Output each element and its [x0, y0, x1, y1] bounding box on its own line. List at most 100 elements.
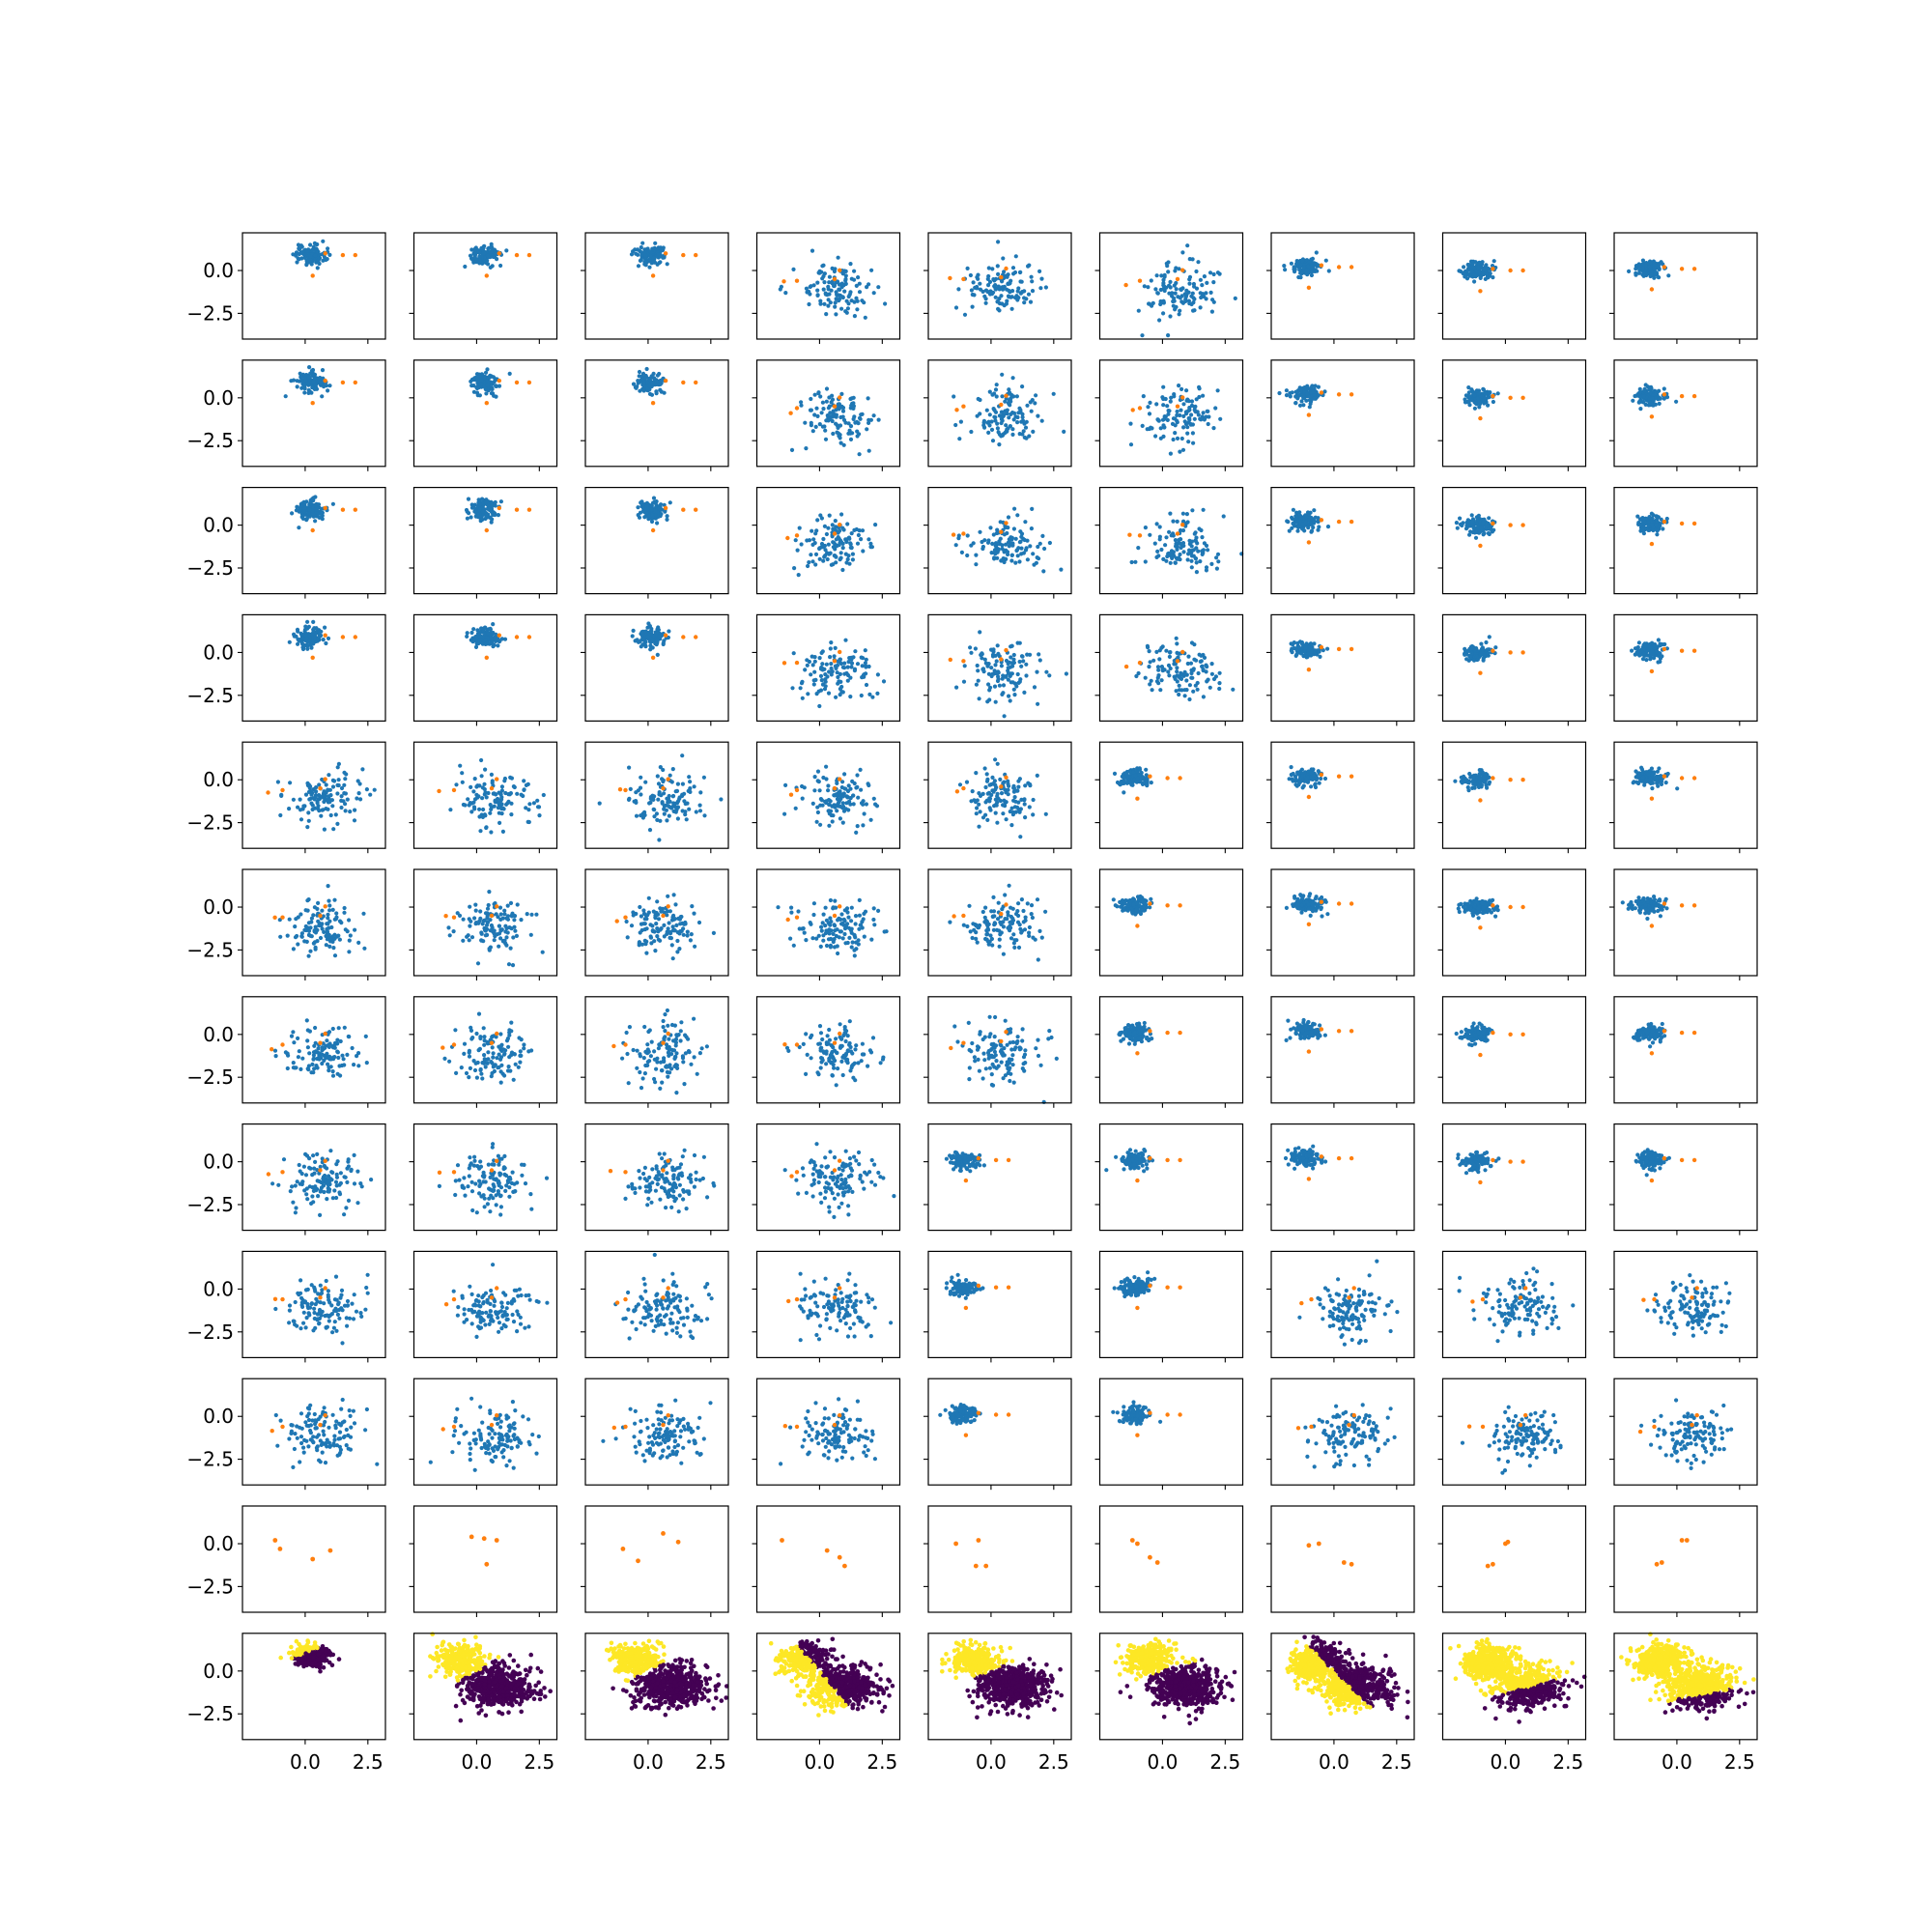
data-point: [800, 679, 805, 684]
data-point: [1024, 546, 1029, 551]
center-point: [340, 380, 346, 385]
data-point: [1164, 648, 1169, 653]
data-point: [1299, 639, 1304, 645]
data-point: [1484, 639, 1489, 645]
data-point: [469, 247, 474, 252]
center-point: [1004, 393, 1009, 398]
data-point: [627, 765, 632, 770]
data-point: [1010, 266, 1016, 270]
center-point: [999, 274, 1004, 280]
data-point: [319, 813, 324, 818]
data-point: [1206, 548, 1210, 553]
data-point: [842, 786, 847, 791]
data-point: [840, 567, 845, 573]
data-point: [986, 430, 991, 435]
data-point: [1164, 558, 1169, 563]
center-point: [1175, 659, 1180, 664]
data-point: [485, 512, 490, 518]
data-point: [830, 413, 836, 418]
data-point: [1151, 658, 1156, 663]
data-point: [311, 619, 316, 625]
data-point: [1006, 666, 1010, 670]
data-point: [810, 542, 815, 548]
data-point: [287, 639, 292, 644]
data-point: [1189, 294, 1194, 298]
data-point: [460, 771, 465, 776]
data-point: [524, 806, 528, 810]
data-point: [1187, 274, 1193, 279]
data-point: [1129, 559, 1134, 565]
data-point: [849, 403, 854, 408]
data-point: [1189, 558, 1194, 563]
data-point: [1200, 549, 1205, 554]
data-point: [1309, 522, 1314, 526]
data-point: [834, 695, 838, 699]
data-point: [830, 393, 835, 398]
data-point: [1214, 555, 1219, 560]
data-point: [315, 639, 320, 643]
data-point: [1312, 396, 1317, 401]
data-point: [498, 792, 503, 797]
data-point: [995, 264, 1000, 269]
data-point: [469, 630, 474, 636]
data-point: [1018, 529, 1023, 534]
data-point: [322, 789, 327, 794]
data-point: [316, 804, 321, 809]
center-point: [1175, 276, 1180, 282]
center-point: [526, 507, 532, 512]
data-point: [959, 550, 965, 555]
data-point: [826, 542, 831, 547]
data-point: [1173, 431, 1178, 436]
data-point: [791, 267, 796, 271]
data-point: [1017, 432, 1022, 437]
data-point: [1208, 270, 1213, 275]
data-point: [810, 248, 815, 253]
data-point: [981, 669, 986, 674]
data-point: [500, 829, 506, 835]
data-point: [1309, 516, 1315, 521]
center-point: [514, 252, 520, 258]
data-point: [1458, 516, 1463, 521]
data-point: [296, 242, 301, 247]
center-point: [1004, 521, 1009, 526]
center-point: [1180, 523, 1185, 527]
data-point: [472, 777, 477, 781]
center-point: [353, 380, 357, 385]
data-point: [863, 315, 867, 320]
data-point: [1023, 425, 1029, 430]
data-point: [643, 263, 648, 268]
data-point: [483, 767, 488, 772]
data-point: [868, 417, 874, 422]
data-point: [639, 644, 643, 649]
data-point: [849, 665, 854, 669]
data-point: [1656, 660, 1661, 665]
data-point: [670, 767, 675, 772]
data-point: [1202, 541, 1207, 546]
data-point: [1303, 645, 1308, 650]
data-point: [307, 375, 312, 380]
data-point: [1184, 388, 1189, 393]
data-point: [980, 652, 984, 657]
data-point: [497, 820, 502, 826]
center-point: [1662, 646, 1667, 652]
data-point: [1161, 403, 1166, 408]
data-point: [817, 656, 822, 661]
data-point: [1173, 560, 1178, 565]
data-point: [494, 251, 498, 256]
data-point: [1189, 565, 1194, 570]
data-point: [981, 420, 986, 425]
data-point: [1156, 681, 1161, 686]
center-point: [1520, 523, 1525, 527]
data-point: [1007, 544, 1011, 549]
data-point: [506, 799, 511, 804]
data-point: [310, 807, 315, 812]
data-point: [470, 257, 475, 262]
data-point: [1466, 399, 1471, 405]
data-point: [1166, 333, 1171, 338]
data-point: [1133, 559, 1138, 564]
data-point: [829, 640, 834, 645]
data-point: [489, 636, 494, 640]
data-point: [335, 765, 340, 770]
subplot-r1-c7: [1266, 232, 1415, 344]
data-point: [851, 793, 856, 798]
